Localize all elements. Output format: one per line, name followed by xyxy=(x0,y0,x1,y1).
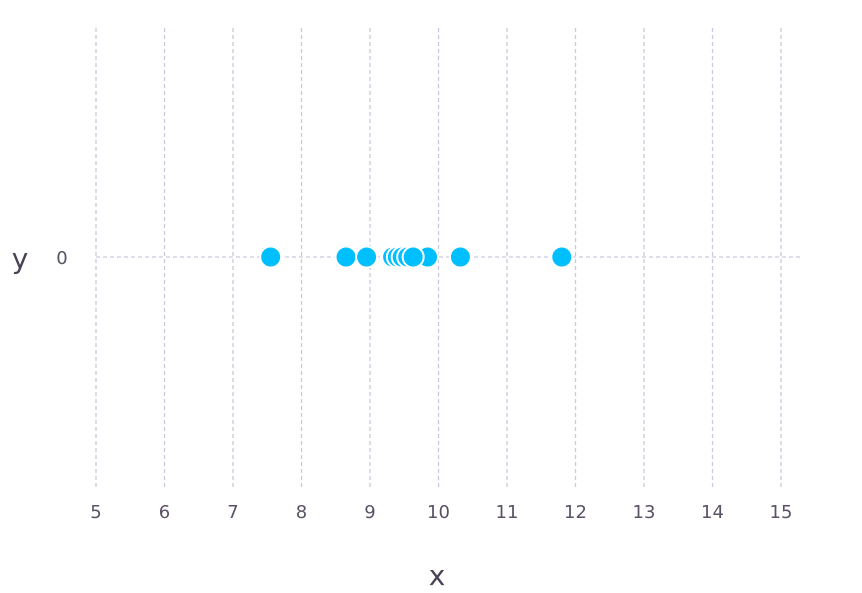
y-tick-label: 0 xyxy=(56,248,67,269)
data-point[interactable] xyxy=(355,245,379,269)
x-tick-label: 8 xyxy=(296,502,307,523)
x-axis-title: x xyxy=(429,559,446,592)
x-tick-label: 5 xyxy=(90,502,101,523)
data-points xyxy=(259,245,574,269)
data-point[interactable] xyxy=(334,245,358,269)
x-tick-label: 11 xyxy=(496,502,519,523)
x-tick-labels: 5 6 7 8 9 10 11 12 13 14 15 xyxy=(90,502,792,523)
x-tick-label: 13 xyxy=(633,502,656,523)
data-point[interactable] xyxy=(550,245,574,269)
grid xyxy=(95,28,801,490)
x-tick-label: 10 xyxy=(427,502,450,523)
x-tick-label: 6 xyxy=(159,502,170,523)
data-point[interactable] xyxy=(448,245,472,269)
x-tick-label: 15 xyxy=(770,502,793,523)
x-tick-label: 9 xyxy=(364,502,375,523)
y-axis-title: y xyxy=(12,242,29,275)
x-tick-label: 12 xyxy=(564,502,587,523)
y-tick-labels: 0 xyxy=(56,248,67,269)
data-point[interactable] xyxy=(259,245,283,269)
x-tick-label: 14 xyxy=(701,502,724,523)
x-tick-label: 7 xyxy=(227,502,238,523)
data-point[interactable] xyxy=(401,245,425,269)
